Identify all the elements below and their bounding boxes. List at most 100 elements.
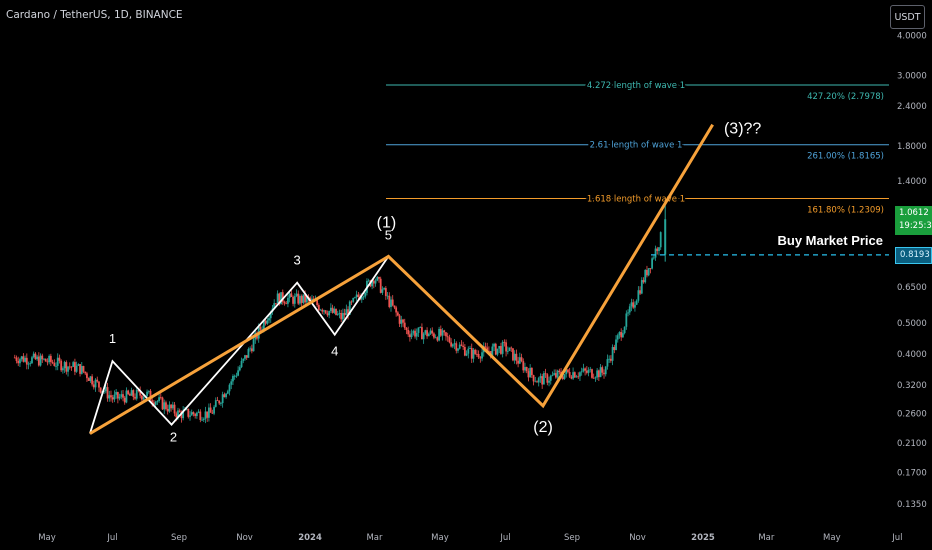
candle-body — [501, 341, 504, 354]
candle-body — [182, 410, 185, 419]
candle-body — [153, 402, 155, 405]
candle-body — [513, 353, 516, 361]
fibonacci-levels: 1.618 length of wave 1 161.80% (1.2309) 2.… — [386, 79, 889, 216]
time-tick-label: Sep — [564, 533, 580, 543]
candle-body — [149, 390, 152, 401]
candle-body — [474, 349, 477, 354]
candle-body — [171, 404, 174, 409]
candle-body — [364, 292, 367, 297]
candle-body — [99, 387, 102, 393]
candle-body — [115, 392, 118, 395]
candle-body — [285, 303, 288, 305]
candle-body — [541, 376, 544, 385]
candle-body — [434, 337, 437, 339]
candle-body — [439, 329, 442, 336]
candle-body — [335, 308, 337, 315]
candle-body — [46, 361, 49, 363]
candle-body — [604, 366, 607, 375]
candle-body — [113, 394, 116, 400]
candle-body — [575, 376, 578, 378]
candle-body — [469, 347, 471, 349]
candle-body — [252, 339, 255, 352]
candle-body — [283, 301, 286, 304]
candle-body — [287, 297, 289, 304]
candle-body — [527, 371, 530, 378]
candle-body — [422, 333, 425, 340]
price-tick-label: 0.6500 — [897, 283, 927, 293]
candle-body — [170, 404, 173, 409]
candle-body — [159, 397, 162, 399]
candle-body — [381, 289, 384, 293]
price-tick-label: 0.1350 — [897, 500, 927, 510]
candle-body — [615, 339, 617, 350]
fib-ratio-label: 427.20% (2.7978) — [807, 92, 884, 102]
candle-body — [625, 313, 628, 327]
candle-body — [567, 369, 569, 372]
candle-body — [606, 359, 609, 367]
candle-body — [20, 356, 23, 360]
candle-body — [116, 392, 119, 399]
candle-body — [29, 363, 32, 364]
candle-body — [551, 374, 554, 376]
minor-wave-label: 1 — [109, 331, 116, 346]
candle-body — [498, 346, 501, 349]
candle-body — [441, 330, 444, 336]
primary-wave-line — [89, 123, 714, 435]
candle-body — [134, 396, 136, 399]
candle-body — [427, 333, 430, 337]
candle-body — [481, 352, 483, 359]
buy-price-tag: 0.8193 — [895, 247, 932, 264]
candle-body — [536, 381, 538, 383]
candle-body — [391, 299, 394, 306]
candle-body — [125, 390, 128, 403]
candle-body — [546, 374, 549, 383]
candle-body — [218, 400, 221, 404]
currency-button[interactable]: USDT — [890, 5, 925, 29]
candle-body — [603, 372, 605, 375]
candle-body — [350, 301, 353, 303]
candle-body — [517, 360, 520, 364]
candle-body — [386, 295, 389, 297]
candle-body — [352, 298, 355, 302]
candle-body — [596, 370, 599, 378]
candle-body — [623, 326, 626, 334]
candle-body — [555, 373, 557, 378]
candle-body — [185, 408, 188, 410]
candle-body — [323, 310, 325, 312]
candle-body — [510, 347, 513, 349]
candle-body — [132, 390, 135, 397]
candle-body — [180, 412, 183, 419]
candle-body — [649, 268, 652, 269]
candle-body — [548, 380, 550, 383]
candle-body — [36, 356, 39, 360]
candle-body — [415, 332, 418, 337]
candle-body — [142, 397, 145, 400]
candlestick-series — [13, 202, 667, 424]
candle-body — [250, 348, 253, 352]
candle-body — [281, 292, 284, 302]
candle-body — [290, 293, 293, 297]
candle-body — [362, 296, 365, 298]
candle-body — [341, 312, 344, 320]
candle-body — [632, 302, 635, 308]
candle-body — [235, 375, 238, 377]
candle-body — [525, 367, 528, 372]
candle-body — [226, 391, 229, 394]
candle-body — [194, 414, 197, 416]
candle-body — [512, 348, 514, 361]
candle-body — [354, 297, 356, 299]
candle-body — [108, 395, 111, 399]
candle-body — [577, 376, 580, 378]
candle-body — [587, 369, 590, 373]
candle-body — [127, 390, 130, 395]
candle-body — [197, 411, 200, 413]
candle-body — [199, 411, 202, 420]
candle-body — [151, 400, 154, 403]
candle-body — [237, 370, 240, 376]
candle-body — [37, 356, 40, 366]
candle-body — [635, 300, 638, 305]
candle-body — [524, 367, 526, 371]
candle-body — [553, 373, 556, 375]
